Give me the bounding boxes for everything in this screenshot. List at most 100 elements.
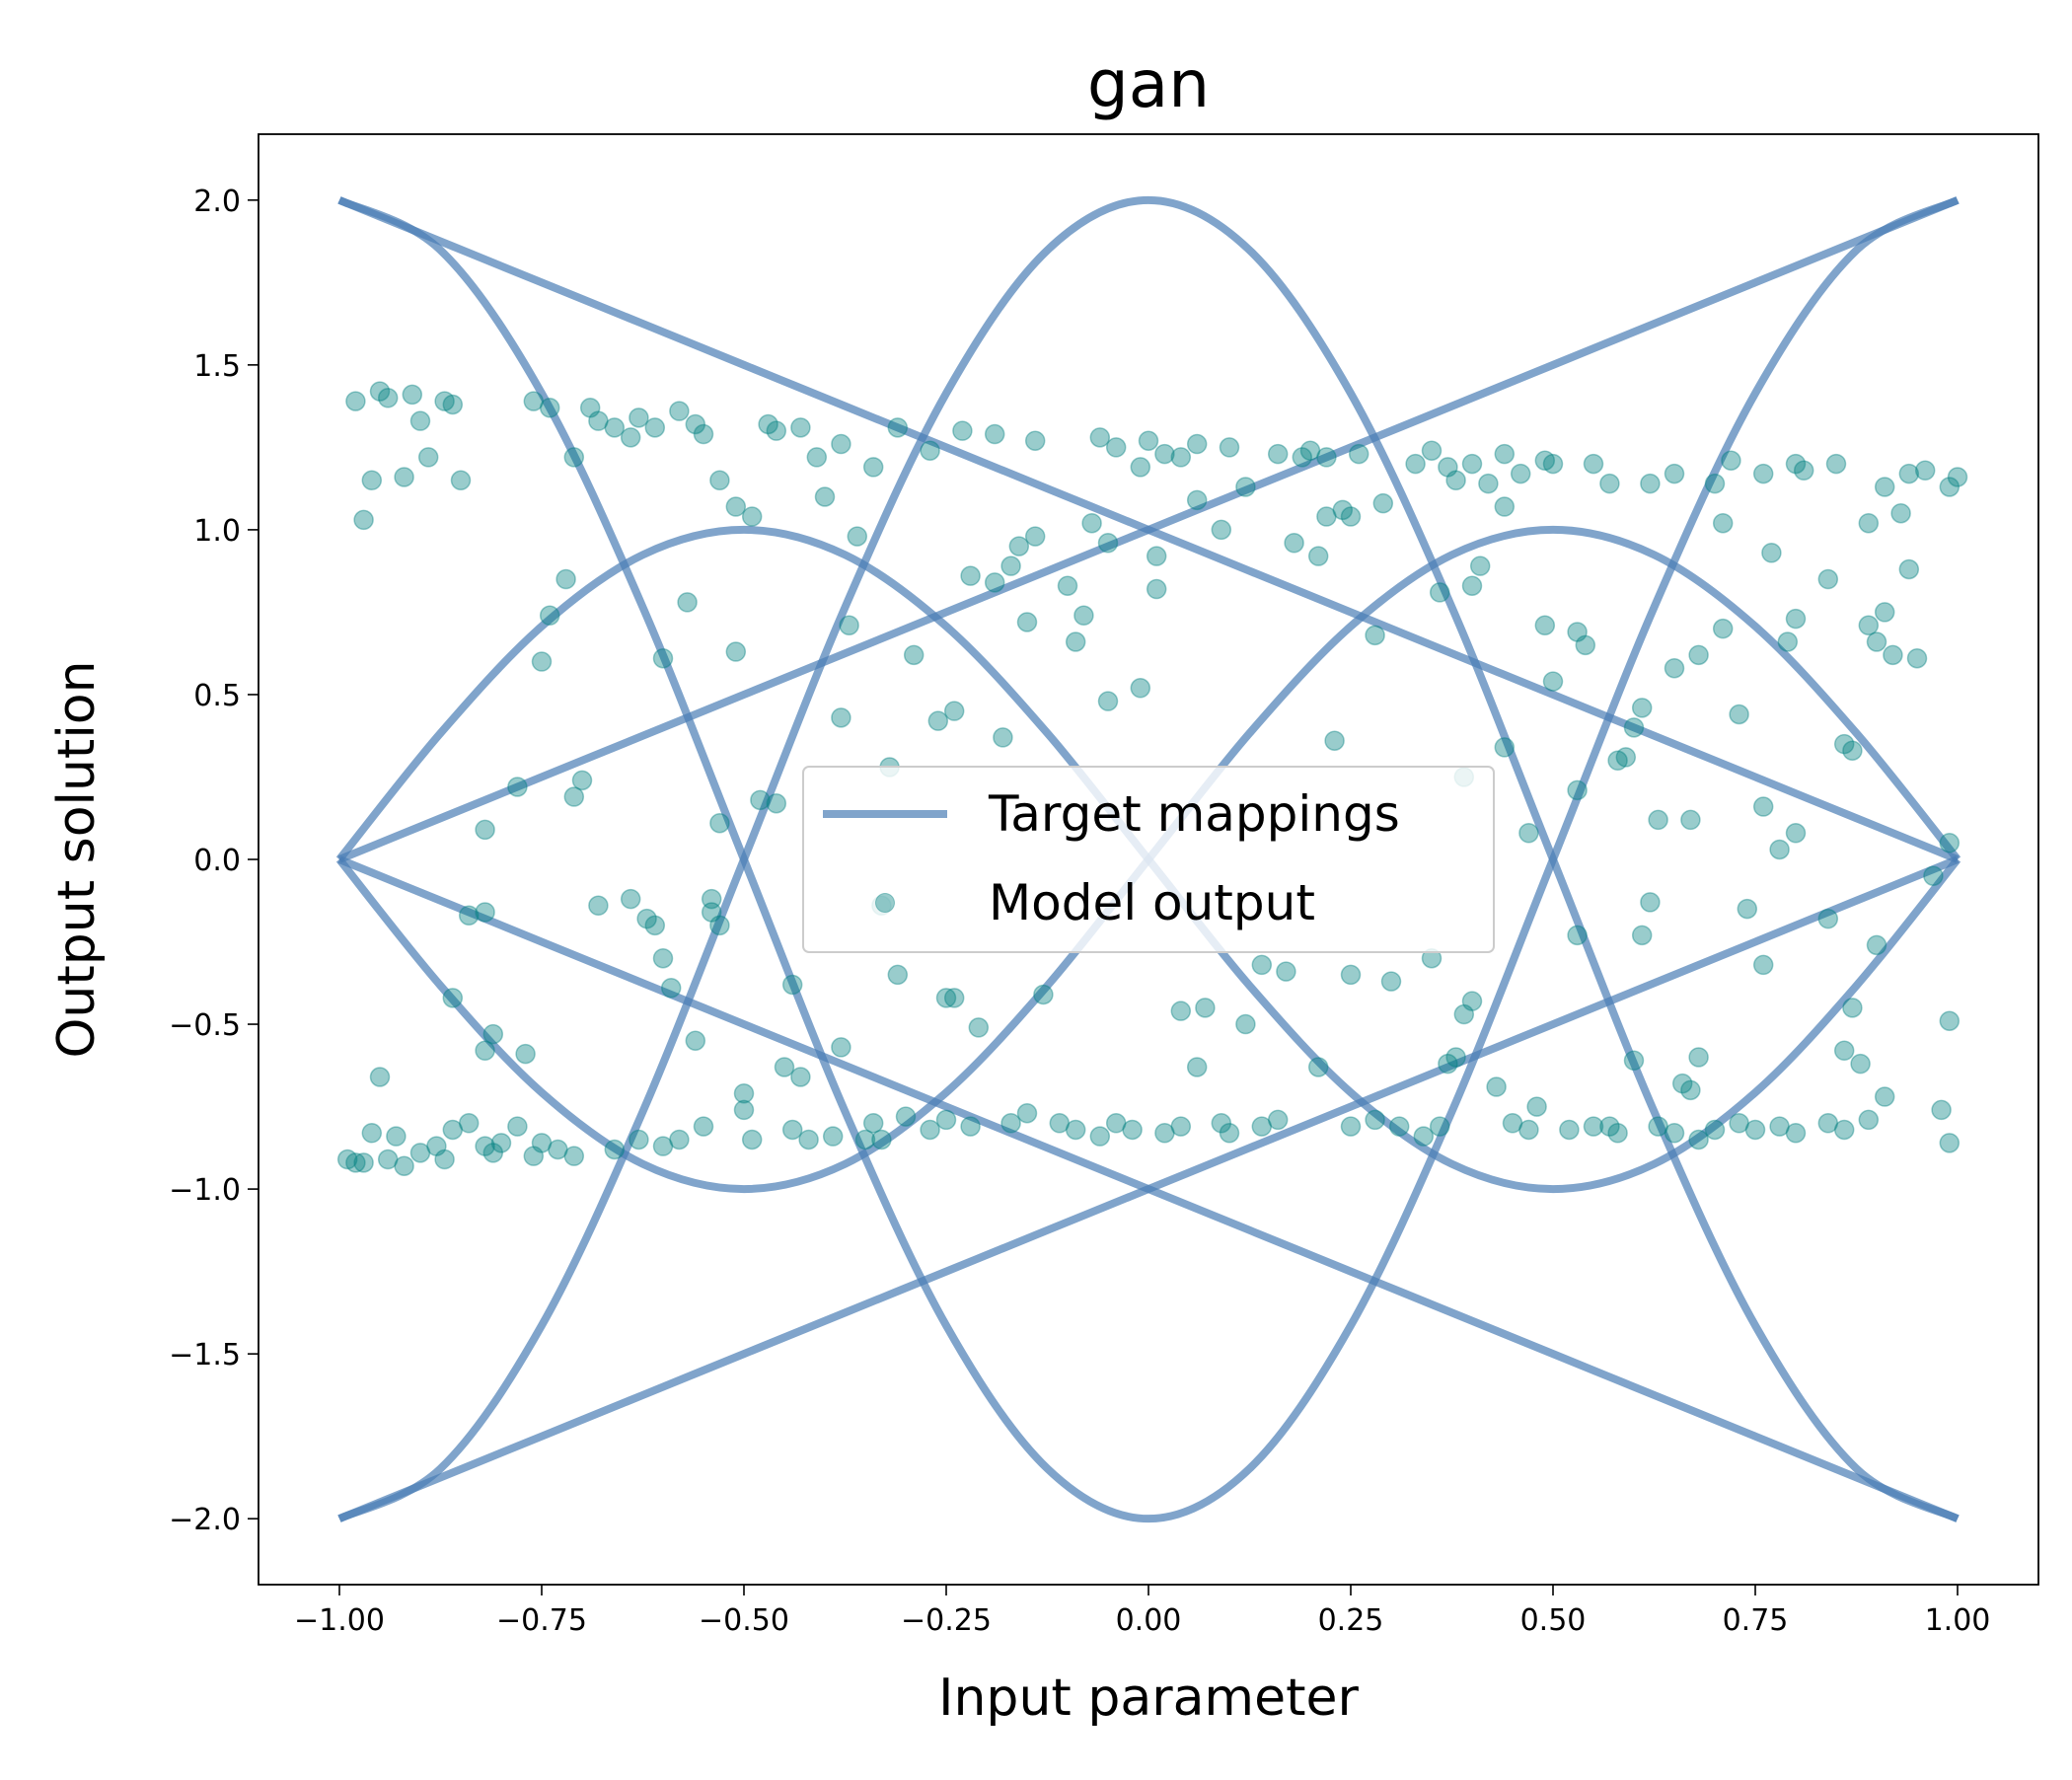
scatter-point	[555, 568, 576, 590]
scatter-point	[1089, 427, 1111, 448]
scatter-point	[1057, 575, 1078, 596]
x-axis-label: Input parameter	[938, 1669, 1359, 1728]
target-line	[337, 196, 1960, 1523]
scatter-point	[1502, 1113, 1523, 1134]
legend: Target mappings Model output	[802, 766, 1495, 953]
scatter-point	[1874, 477, 1895, 497]
scatter-point	[1939, 1010, 1961, 1031]
scatter-point	[394, 1155, 414, 1176]
scatter-point	[1340, 964, 1362, 986]
scatter-point	[733, 1099, 755, 1121]
scatter-point	[1494, 496, 1516, 517]
legend-label: Target mappings	[988, 785, 1400, 843]
scatter-point	[1276, 961, 1296, 982]
scatter-point	[1380, 971, 1402, 992]
scatter-point	[652, 647, 674, 669]
scatter-point	[531, 651, 553, 672]
x-tick-label: −1.00	[294, 1603, 385, 1638]
scatter-point	[993, 727, 1013, 748]
scatter-point	[1761, 543, 1782, 563]
scatter-point	[1089, 1126, 1111, 1147]
scatter-point	[854, 1129, 876, 1150]
scatter-point	[1219, 1123, 1240, 1144]
scatter-point	[1195, 998, 1216, 1018]
scatter-point	[369, 1067, 391, 1087]
scatter-point	[1284, 533, 1304, 554]
scatter-point	[1664, 1123, 1685, 1144]
scatter-point	[1461, 575, 1483, 596]
scatter-point	[1186, 1057, 1208, 1077]
scatter-point	[1388, 1116, 1410, 1137]
scatter-point	[1267, 1109, 1289, 1131]
scatter-point	[1429, 582, 1450, 603]
scatter-point	[1704, 473, 1726, 494]
scatter-point	[831, 433, 851, 455]
scatter-point	[475, 1040, 495, 1062]
x-tick-label: 1.00	[1925, 1603, 1991, 1638]
scatter-point	[1097, 691, 1119, 711]
scatter-point	[1664, 463, 1685, 484]
scatter-point	[814, 486, 836, 507]
x-tick-label: 0.50	[1520, 1603, 1587, 1638]
scatter-point	[806, 447, 828, 468]
legend-label: Model output	[989, 874, 1315, 931]
scatter-point	[871, 1129, 892, 1150]
scatter-point	[523, 391, 545, 411]
scatter-point	[1737, 898, 1758, 920]
scatter-point	[402, 384, 423, 406]
scatter-point	[1421, 440, 1443, 461]
scatter-point	[847, 526, 868, 547]
scatter-point	[1752, 463, 1774, 484]
scatter-point	[539, 605, 560, 627]
scatter-point	[960, 1116, 981, 1137]
scatter-point	[1526, 1096, 1547, 1117]
scatter-point	[1817, 568, 1839, 590]
scatter-point	[1777, 631, 1799, 652]
scatter-point	[1680, 1079, 1701, 1101]
scatter-point	[1461, 991, 1483, 1011]
scatter-point	[660, 978, 682, 999]
scatter-point	[1866, 934, 1887, 956]
scatter-point	[758, 413, 778, 435]
scatter-point	[1105, 437, 1127, 458]
scatter-point	[1542, 671, 1564, 692]
scatter-point	[531, 1133, 553, 1153]
scatter-point	[1122, 1119, 1143, 1141]
scatter-point	[709, 915, 730, 936]
scatter-point	[895, 1106, 917, 1127]
scatter-point	[984, 423, 1005, 445]
scatter-point	[1817, 1113, 1839, 1134]
scatter-point	[644, 417, 666, 438]
scatter-point	[475, 819, 495, 841]
scatter-point	[1478, 473, 1499, 494]
scatter-point	[903, 644, 925, 666]
scatter-point	[1817, 908, 1839, 929]
scatter-point	[1671, 1073, 1693, 1094]
scatter-point	[458, 1113, 480, 1134]
scatter-point	[1567, 779, 1588, 801]
scatter-point	[935, 1109, 957, 1131]
x-tick-label: −0.75	[496, 1603, 587, 1638]
y-tick-label: 1.5	[193, 349, 241, 384]
scatter-point	[1623, 717, 1645, 738]
scatter-point	[701, 902, 722, 923]
scatter-point	[1340, 506, 1362, 527]
scatter-point	[1307, 1057, 1329, 1077]
scatter-point	[822, 1126, 844, 1147]
x-tick-label: −0.25	[901, 1603, 992, 1638]
scatter-point	[345, 1152, 366, 1173]
scatter-point	[1348, 443, 1369, 465]
scatter-point	[725, 641, 747, 662]
scatter-point	[669, 1129, 690, 1150]
scatter-point	[1365, 625, 1385, 646]
scatter-point	[490, 1133, 512, 1153]
scatter-point	[1494, 443, 1516, 465]
scatter-point	[353, 1152, 374, 1173]
scatter-point	[960, 565, 981, 586]
scatter-point	[725, 496, 747, 517]
scatter-point	[1299, 440, 1321, 461]
scatter-point	[685, 1030, 706, 1051]
scatter-point	[1429, 1116, 1450, 1137]
scatter-point	[1542, 453, 1564, 475]
scatter-point	[1130, 678, 1151, 699]
